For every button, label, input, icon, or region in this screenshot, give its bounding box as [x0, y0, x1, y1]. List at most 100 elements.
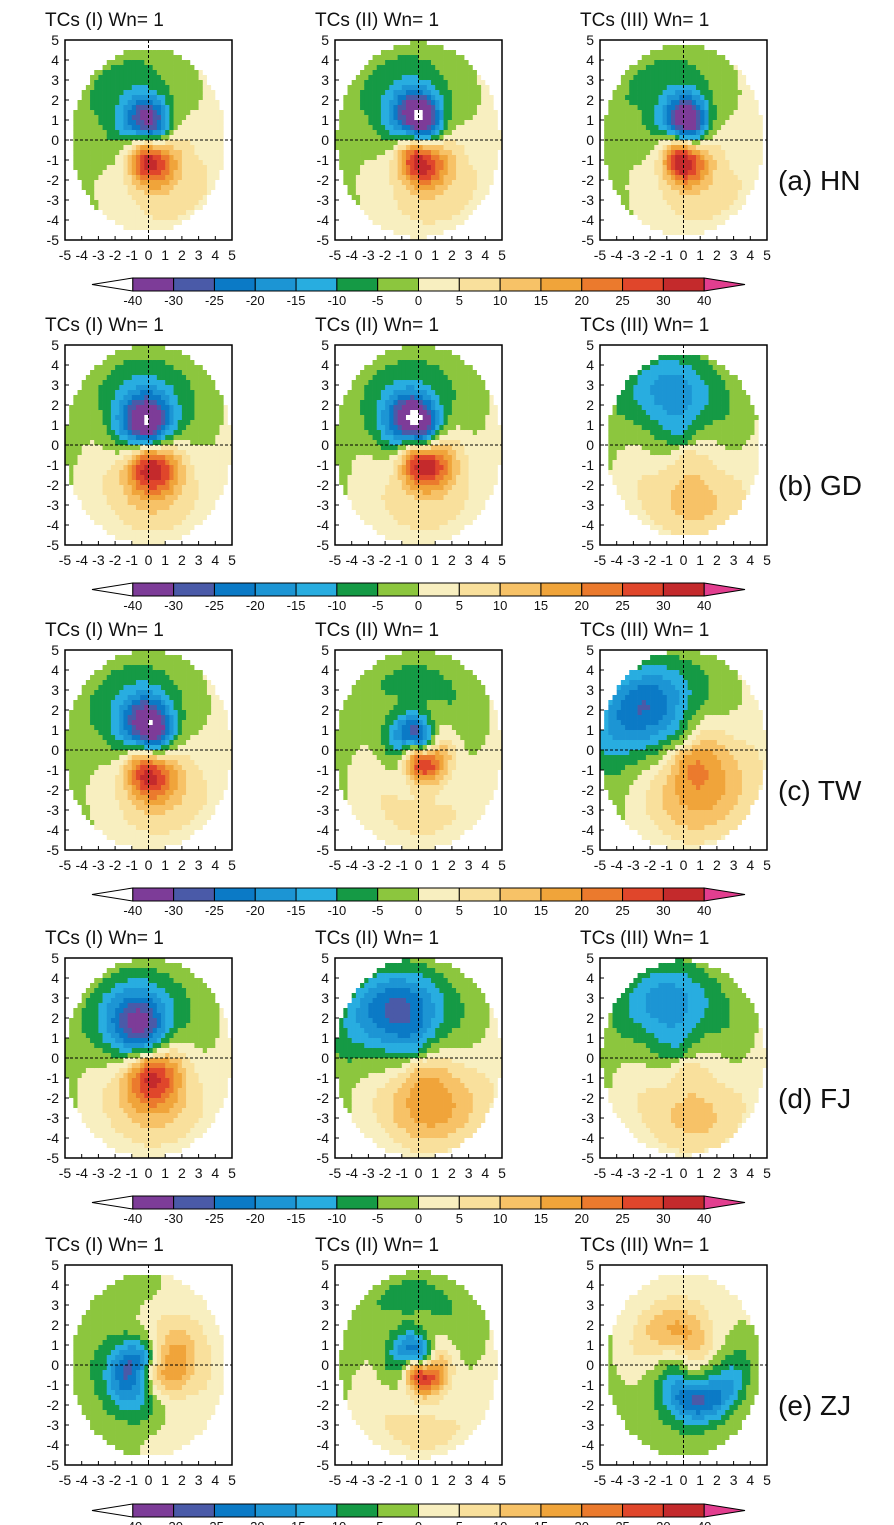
- heatmap-cell: [733, 90, 739, 96]
- heatmap-cell: [439, 190, 444, 196]
- heatmap-cell: [422, 145, 428, 151]
- heatmap-cell: [696, 55, 701, 61]
- heatmap-cell: [733, 65, 739, 71]
- heatmap-cell: [335, 80, 340, 86]
- heatmap-cell: [737, 185, 743, 191]
- heatmap-cell: [654, 160, 659, 166]
- heatmap-cell: [443, 70, 449, 76]
- heatmap-cell: [691, 195, 697, 201]
- x-tick-label: -5: [329, 247, 342, 263]
- heatmap-cell: [716, 200, 722, 206]
- heatmap-cell: [608, 160, 613, 166]
- heatmap-cell: [725, 55, 730, 61]
- heatmap-cell: [372, 55, 378, 61]
- heatmap-cell: [493, 170, 499, 176]
- heatmap-cell: [102, 220, 108, 226]
- heatmap-cell: [485, 235, 490, 241]
- heatmap-cell: [215, 95, 220, 101]
- heatmap-cell: [489, 125, 494, 131]
- heatmap-cell: [81, 80, 87, 86]
- heatmap-cell: [721, 105, 726, 111]
- heatmap-cell: [372, 140, 378, 146]
- heatmap-cell: [600, 235, 605, 241]
- heatmap-cell: [620, 190, 626, 196]
- heatmap-cell: [414, 140, 419, 146]
- colorbar-segment: [458, 277, 501, 292]
- heatmap-cell: [746, 90, 751, 96]
- heatmap-cell: [733, 160, 739, 166]
- heatmap-cell: [77, 175, 83, 181]
- heatmap-cell: [73, 185, 78, 191]
- heatmap-cell: [65, 395, 70, 401]
- heatmap-cell: [426, 220, 432, 226]
- heatmap-cell: [716, 195, 722, 201]
- heatmap-cell: [94, 45, 99, 51]
- heatmap-cell: [69, 135, 74, 141]
- heatmap-cell: [223, 210, 229, 216]
- heatmap-cell: [94, 225, 99, 231]
- heatmap-cell: [662, 45, 668, 51]
- heatmap-cell: [633, 95, 638, 101]
- heatmap-cell: [360, 190, 365, 196]
- heatmap-cell: [616, 155, 622, 161]
- heatmap-cell: [712, 120, 718, 126]
- heatmap-cell: [476, 85, 482, 91]
- heatmap-cell: [696, 195, 701, 201]
- heatmap-cell: [219, 205, 224, 211]
- heatmap-cell: [658, 190, 663, 196]
- heatmap-cell: [364, 210, 369, 216]
- heatmap-cell: [98, 220, 103, 226]
- heatmap-cell: [393, 115, 398, 121]
- heatmap-cell: [227, 220, 233, 226]
- heatmap-cell: [625, 95, 630, 101]
- heatmap-cell: [683, 165, 689, 171]
- heatmap-cell: [65, 160, 70, 166]
- heatmap-cell: [687, 85, 693, 91]
- heatmap-cell: [700, 70, 705, 76]
- heatmap-cell: [675, 170, 680, 176]
- heatmap-cell: [625, 210, 630, 216]
- heatmap-cell: [77, 135, 83, 141]
- heatmap-cell: [335, 160, 340, 166]
- heatmap-cell: [115, 180, 120, 186]
- heatmap-cell: [148, 185, 154, 191]
- heatmap-cell: [98, 170, 103, 176]
- heatmap-cell: [641, 160, 647, 166]
- heatmap-cell: [194, 135, 199, 141]
- heatmap-cell: [696, 50, 701, 56]
- heatmap-cell: [687, 170, 693, 176]
- heatmap-cell: [115, 75, 120, 81]
- heatmap-cell: [397, 165, 403, 171]
- heatmap-cell: [489, 200, 494, 206]
- heatmap-cell: [227, 75, 233, 81]
- heatmap-cell: [110, 225, 116, 231]
- heatmap-cell: [173, 215, 179, 221]
- heatmap-cell: [600, 230, 605, 236]
- heatmap-cell: [645, 95, 651, 101]
- heatmap-cell: [456, 170, 461, 176]
- heatmap-cell: [73, 60, 78, 66]
- heatmap-cell: [98, 55, 103, 61]
- heatmap-cell: [414, 55, 419, 61]
- heatmap-cell: [670, 115, 676, 121]
- heatmap-cell: [604, 210, 609, 216]
- heatmap-cell: [385, 80, 390, 86]
- heatmap-cell: [460, 125, 465, 131]
- heatmap-cell: [616, 225, 622, 231]
- heatmap-cell: [750, 220, 755, 226]
- heatmap-cell: [98, 190, 103, 196]
- heatmap-cell: [716, 225, 722, 231]
- heatmap-cell: [733, 175, 739, 181]
- heatmap-cell: [464, 210, 469, 216]
- heatmap-cell: [464, 160, 469, 166]
- heatmap-cell: [389, 120, 394, 126]
- heatmap-cell: [637, 235, 643, 241]
- heatmap-cell: [456, 230, 461, 236]
- heatmap-cell: [729, 75, 734, 81]
- heatmap-cell: [683, 220, 689, 226]
- heatmap-cell: [227, 185, 233, 191]
- heatmap-cell: [758, 40, 764, 46]
- heatmap-cell: [481, 225, 486, 231]
- heatmap-cell: [418, 80, 424, 86]
- heatmap-cell: [725, 180, 730, 186]
